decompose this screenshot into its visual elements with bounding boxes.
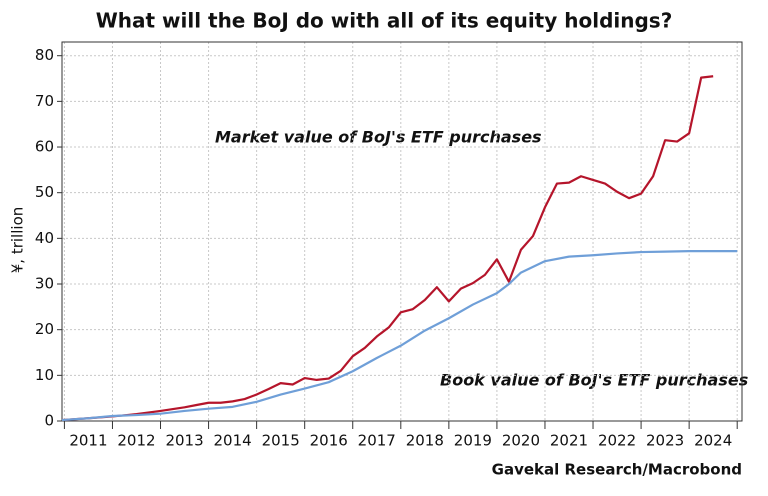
x-tick-label: 2011 bbox=[69, 432, 107, 450]
plot-frame bbox=[61, 41, 743, 422]
y-tick-label: 60 bbox=[35, 138, 54, 156]
x-tick-label: 2018 bbox=[406, 432, 444, 450]
y-tick-label: 70 bbox=[35, 92, 54, 110]
x-tick-label: 2024 bbox=[694, 432, 732, 450]
x-tick-label: 2012 bbox=[117, 432, 155, 450]
line bbox=[61, 75, 714, 422]
line bbox=[61, 250, 738, 422]
y-axis-label: ¥, trillion bbox=[9, 207, 27, 273]
x-tick-label: 2019 bbox=[454, 432, 492, 450]
y-tick-label: 30 bbox=[35, 275, 54, 293]
source: Gavekal Research/Macrobond bbox=[492, 461, 742, 479]
x-tick-label: 2013 bbox=[165, 432, 203, 450]
x-tick-label: 2017 bbox=[358, 432, 396, 450]
y-tick-label: 40 bbox=[35, 229, 54, 247]
x-tick-label: 2021 bbox=[550, 432, 588, 450]
y-tick-label: 10 bbox=[35, 366, 54, 384]
x-tick-label: 2020 bbox=[502, 432, 540, 450]
y-tick-label: 50 bbox=[35, 183, 54, 201]
x-tick-label: 2014 bbox=[214, 432, 252, 450]
y-tick-label: 80 bbox=[35, 46, 54, 64]
y-tick-label: 0 bbox=[44, 412, 54, 430]
series-annotation: Market value of BoJ's ETF purchases bbox=[215, 128, 542, 147]
x-tick-label: 2022 bbox=[598, 432, 636, 450]
y-tick-label: 20 bbox=[35, 320, 54, 338]
x-tick-label: 2023 bbox=[646, 432, 684, 450]
series-annotation: Book value of BoJ's ETF purchases bbox=[440, 371, 748, 390]
x-tick-label: 2015 bbox=[262, 432, 300, 450]
chart-title: What will the BoJ do with all of its equ… bbox=[96, 9, 673, 33]
x-tick-label: 2016 bbox=[310, 432, 348, 450]
